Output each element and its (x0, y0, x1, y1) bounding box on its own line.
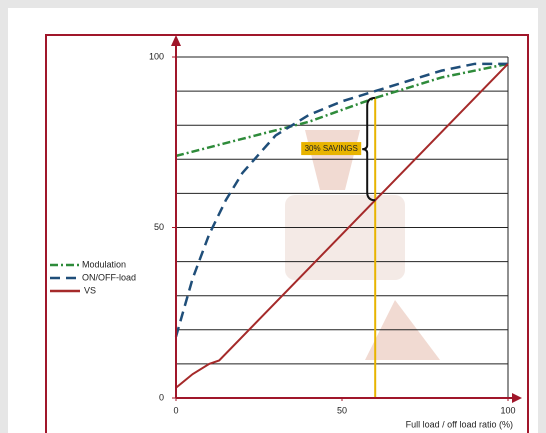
y-tick-label: 0 (159, 392, 164, 402)
x-tick-label: 0 (173, 405, 178, 415)
y-tick-label: 50 (154, 222, 164, 232)
y-tick-label: 100 (149, 51, 164, 61)
legend-label: Modulation (82, 259, 126, 269)
illustration (285, 195, 405, 280)
x-axis-label: Full load / off load ratio (%) (406, 419, 513, 429)
x-tick-label: 50 (337, 405, 347, 415)
legend-label: ON/OFF-load (82, 272, 136, 282)
annotation-label: 30% SAVINGS (305, 144, 358, 153)
chart: 0 50 100 0 50 100 Full load / off load ratio (… (0, 0, 546, 433)
legend-label: VS (84, 285, 96, 295)
x-tick-label: 100 (500, 405, 515, 415)
